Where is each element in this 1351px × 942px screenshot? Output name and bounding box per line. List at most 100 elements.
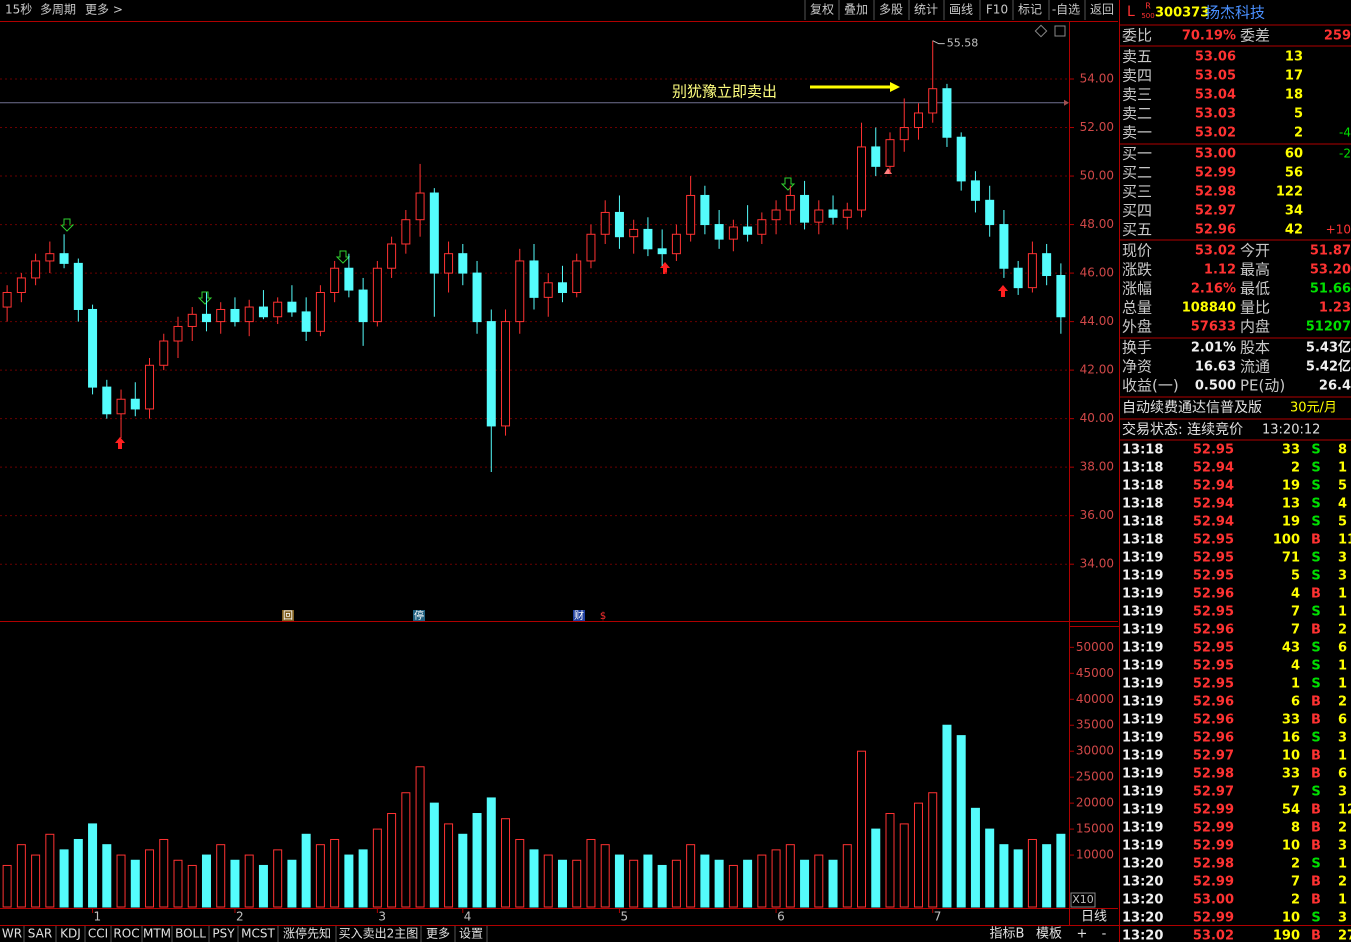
toolbar-item[interactable]: 更多 > xyxy=(85,3,123,17)
candle-body xyxy=(999,224,1009,269)
volume-bar xyxy=(415,766,425,908)
tick-time: 13:19 xyxy=(1122,623,1163,638)
tick-volume: 7 xyxy=(1291,875,1300,890)
tab[interactable]: + xyxy=(1077,927,1088,942)
volume-bar xyxy=(73,838,83,908)
tick-side: S xyxy=(1311,785,1320,800)
tick-price: 52.95 xyxy=(1193,677,1234,692)
value: 26.4 xyxy=(1319,379,1351,394)
candle-body xyxy=(743,226,753,235)
volume-bar xyxy=(273,849,283,908)
candle-body xyxy=(1013,267,1023,289)
stock-code: 300373 xyxy=(1155,6,1209,21)
tick-count: 3 xyxy=(1338,911,1347,926)
volume-bar xyxy=(45,833,55,908)
volume-bar xyxy=(301,833,311,908)
candle-body xyxy=(871,146,881,167)
tab[interactable]: 买入卖出2主图 xyxy=(339,927,419,941)
value: 5.42亿 xyxy=(1306,359,1351,375)
label: 委比 xyxy=(1122,27,1152,45)
tick-time: 13:19 xyxy=(1122,605,1163,620)
tick-count: 3 xyxy=(1338,731,1347,746)
high-marker xyxy=(932,40,945,45)
tick-count: 1 xyxy=(1338,659,1347,674)
toolbar-item[interactable]: 叠加 xyxy=(844,3,868,17)
tick-volume: 1 xyxy=(1291,677,1300,692)
candle-body xyxy=(372,267,382,323)
toolbar-item[interactable]: 多股 xyxy=(879,3,903,17)
volume-bar xyxy=(330,838,340,908)
volume-bar xyxy=(486,797,496,908)
y-tick-label: 25000 xyxy=(1076,770,1114,784)
tab[interactable]: SAR xyxy=(28,927,52,941)
tick-volume: 10 xyxy=(1282,749,1300,764)
candle-body xyxy=(814,209,824,223)
high-label: 55.58 xyxy=(947,37,979,50)
volume: 122 xyxy=(1276,185,1303,200)
label: 卖一 xyxy=(1122,124,1152,142)
candle-body xyxy=(258,306,268,318)
value: 1.23 xyxy=(1319,301,1351,316)
tick-price: 52.94 xyxy=(1193,479,1234,494)
candle-body xyxy=(201,313,211,323)
tab[interactable]: 指标B xyxy=(990,927,1025,942)
label: 流通 xyxy=(1240,358,1270,376)
tab[interactable]: KDJ xyxy=(60,927,81,941)
toolbar-item[interactable]: 多周期 xyxy=(40,3,76,17)
volume-bar xyxy=(16,844,26,908)
value: 51207 xyxy=(1306,320,1351,335)
toolbar-item[interactable]: 15秒 xyxy=(5,3,32,17)
y-tick-label: 35000 xyxy=(1076,718,1114,732)
tab[interactable]: BOLL xyxy=(175,927,206,941)
volume-bar xyxy=(401,792,411,908)
volume-bar xyxy=(116,854,126,908)
tick-side: S xyxy=(1311,497,1320,512)
volume-bar xyxy=(244,854,254,908)
toolbar-item[interactable]: -自选 xyxy=(1052,3,1080,17)
period-label: 日线 xyxy=(1081,910,1107,925)
tick-volume: 2 xyxy=(1291,857,1300,872)
volume-bar xyxy=(187,864,197,908)
value: 259 xyxy=(1324,29,1351,44)
tick-count: 6 xyxy=(1338,713,1347,728)
toolbar-item[interactable]: 复权 xyxy=(810,3,834,17)
toolbar-item[interactable]: 标记 xyxy=(1018,3,1042,17)
tick-count: 27 xyxy=(1338,929,1351,942)
candle-body xyxy=(614,211,624,238)
candle-body xyxy=(543,282,553,298)
tab[interactable]: PSY xyxy=(212,927,235,941)
price: 53.05 xyxy=(1195,69,1236,84)
candle-body xyxy=(216,308,226,323)
candle-body xyxy=(842,209,852,218)
tick-time: 13:19 xyxy=(1122,785,1163,800)
tick-volume: 8 xyxy=(1291,821,1300,836)
tick-side: S xyxy=(1311,605,1320,620)
tick-time: 13:19 xyxy=(1122,713,1163,728)
tab[interactable]: MCST xyxy=(241,927,275,941)
tab[interactable]: 涨停先知 xyxy=(283,926,331,941)
tab[interactable]: - xyxy=(1102,927,1107,942)
tab[interactable]: 设置 xyxy=(459,927,483,941)
x-tick-label: 6 xyxy=(777,910,785,924)
toolbar-item[interactable]: F10 xyxy=(986,3,1008,17)
tab[interactable]: 更多 xyxy=(426,927,450,941)
candle-body xyxy=(515,260,525,323)
y-tick-label: 15000 xyxy=(1076,822,1114,836)
tick-side: S xyxy=(1311,515,1320,530)
tab[interactable]: ROC xyxy=(113,927,139,941)
volume-bar xyxy=(501,818,511,908)
toolbar-item[interactable]: 统计 xyxy=(914,3,938,17)
tick-count: 5 xyxy=(1338,479,1347,494)
tab[interactable]: MTM xyxy=(143,927,171,941)
volume: 18 xyxy=(1285,88,1303,103)
volume: 2 xyxy=(1294,126,1303,141)
tab[interactable]: 模板 xyxy=(1036,927,1062,942)
tick-price: 52.95 xyxy=(1193,641,1234,656)
toolbar-item[interactable]: 画线 xyxy=(949,3,973,17)
tab[interactable]: WR xyxy=(2,927,22,941)
toolbar-item[interactable]: 返回 xyxy=(1090,3,1114,17)
tab[interactable]: CCI xyxy=(88,927,108,941)
tick-count: 8 xyxy=(1338,443,1347,458)
candle-body xyxy=(486,321,496,427)
